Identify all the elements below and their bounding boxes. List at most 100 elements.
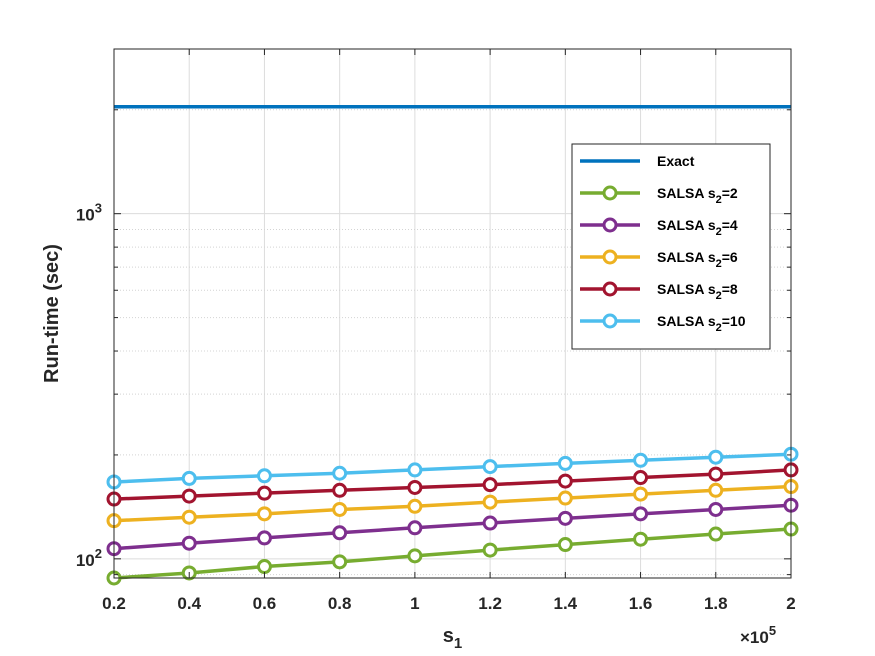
legend-label-subscript: 2 bbox=[716, 194, 722, 206]
data-point bbox=[708, 482, 724, 498]
legend-label-suffix: =10 bbox=[722, 313, 746, 329]
legend-label-main: SALSA s bbox=[657, 217, 716, 233]
data-point bbox=[482, 515, 498, 531]
legend-item: SALSA s2=6 bbox=[580, 249, 738, 270]
legend-label-subscript: 2 bbox=[716, 290, 722, 302]
data-point bbox=[482, 494, 498, 510]
data-point bbox=[633, 506, 649, 522]
legend-label-suffix: =4 bbox=[722, 217, 738, 233]
legend-label-subscript: 2 bbox=[716, 322, 722, 334]
data-point bbox=[256, 506, 272, 522]
data-point bbox=[708, 526, 724, 542]
legend-box bbox=[571, 143, 771, 350]
data-point bbox=[407, 520, 423, 536]
legend-label-subscript: 2 bbox=[716, 258, 722, 270]
x-tick-label: 0.6 bbox=[253, 594, 277, 613]
y-tick-label-exponent: 2 bbox=[95, 546, 102, 561]
data-point bbox=[557, 473, 573, 489]
data-point bbox=[633, 531, 649, 547]
series-line bbox=[113, 503, 792, 551]
legend-label: SALSA s2=6 bbox=[657, 249, 738, 270]
series-5 bbox=[106, 446, 799, 490]
series-line bbox=[113, 452, 792, 484]
legend-label-main: SALSA s bbox=[657, 313, 716, 329]
legend-label: SALSA s2=4 bbox=[657, 217, 738, 238]
x-axis-label-subscript: 1 bbox=[454, 635, 462, 652]
legend-label: SALSA s2=8 bbox=[657, 281, 738, 302]
data-point bbox=[557, 455, 573, 471]
data-point bbox=[256, 530, 272, 546]
legend-label-main: SALSA s bbox=[657, 249, 716, 265]
data-point bbox=[557, 537, 573, 553]
data-point bbox=[256, 468, 272, 484]
legend-item: Exact bbox=[580, 153, 695, 169]
legend-marker bbox=[602, 313, 618, 329]
legend-marker bbox=[602, 249, 618, 265]
data-point bbox=[332, 501, 348, 517]
y-tick-label-base: 10 bbox=[76, 551, 95, 570]
data-point bbox=[482, 477, 498, 493]
legend-marker bbox=[602, 281, 618, 297]
legend-item: SALSA s2=8 bbox=[580, 281, 738, 302]
x-tick-label: 1.2 bbox=[478, 594, 502, 613]
data-point bbox=[482, 459, 498, 475]
x-axis-multiplier: ×105 bbox=[740, 623, 776, 647]
data-point bbox=[557, 510, 573, 526]
legend-label: SALSA s2=2 bbox=[657, 185, 738, 206]
x-axis-label: s1 bbox=[443, 625, 462, 652]
series-line bbox=[113, 468, 792, 501]
x-multiplier-exponent: 5 bbox=[769, 623, 776, 638]
series-3 bbox=[106, 479, 799, 529]
legend-marker bbox=[602, 185, 618, 201]
x-tick-label: 1.8 bbox=[704, 594, 728, 613]
x-multiplier-base: ×10 bbox=[740, 628, 769, 647]
series-line bbox=[113, 484, 792, 523]
data-point bbox=[407, 479, 423, 495]
legend-label-suffix: =6 bbox=[722, 249, 738, 265]
data-point bbox=[256, 485, 272, 501]
legend-label: Exact bbox=[657, 153, 695, 169]
data-point bbox=[181, 470, 197, 486]
legend-item: SALSA s2=4 bbox=[580, 217, 738, 238]
data-point bbox=[708, 449, 724, 465]
series-line bbox=[113, 527, 792, 580]
data-point bbox=[407, 462, 423, 478]
x-tick-label: 2 bbox=[786, 594, 795, 613]
x-axis-label-main: s bbox=[443, 625, 454, 647]
data-point bbox=[708, 466, 724, 482]
data-point bbox=[407, 498, 423, 514]
x-tick-label: 1.6 bbox=[629, 594, 653, 613]
x-tick-label: 1 bbox=[410, 594, 419, 613]
data-point bbox=[557, 490, 573, 506]
data-point bbox=[256, 559, 272, 575]
data-point bbox=[708, 501, 724, 517]
y-tick-label: 102 bbox=[76, 546, 102, 570]
data-point bbox=[633, 452, 649, 468]
x-tick-label: 0.2 bbox=[102, 594, 126, 613]
plot-frame bbox=[113, 48, 792, 579]
y-tick-label-base: 10 bbox=[76, 206, 95, 225]
data-point bbox=[633, 486, 649, 502]
legend-label: SALSA s2=10 bbox=[657, 313, 746, 334]
x-tick-label: 1.4 bbox=[554, 594, 578, 613]
data-point bbox=[181, 509, 197, 525]
legend-label-subscript: 2 bbox=[716, 226, 722, 238]
ticks bbox=[113, 49, 792, 578]
legend-label-main: Exact bbox=[657, 153, 695, 169]
y-tick-label-exponent: 3 bbox=[95, 201, 102, 216]
legend-label-main: SALSA s bbox=[657, 281, 716, 297]
legend-item: SALSA s2=10 bbox=[580, 313, 746, 334]
data-point bbox=[407, 548, 423, 564]
data-point bbox=[332, 525, 348, 541]
legend-label-main: SALSA s bbox=[657, 185, 716, 201]
data-point bbox=[482, 542, 498, 558]
data-point bbox=[332, 482, 348, 498]
y-tick-label: 103 bbox=[76, 201, 102, 225]
data-point bbox=[633, 470, 649, 486]
data-point bbox=[181, 535, 197, 551]
data-point bbox=[332, 465, 348, 481]
x-tick-label: 0.8 bbox=[328, 594, 352, 613]
